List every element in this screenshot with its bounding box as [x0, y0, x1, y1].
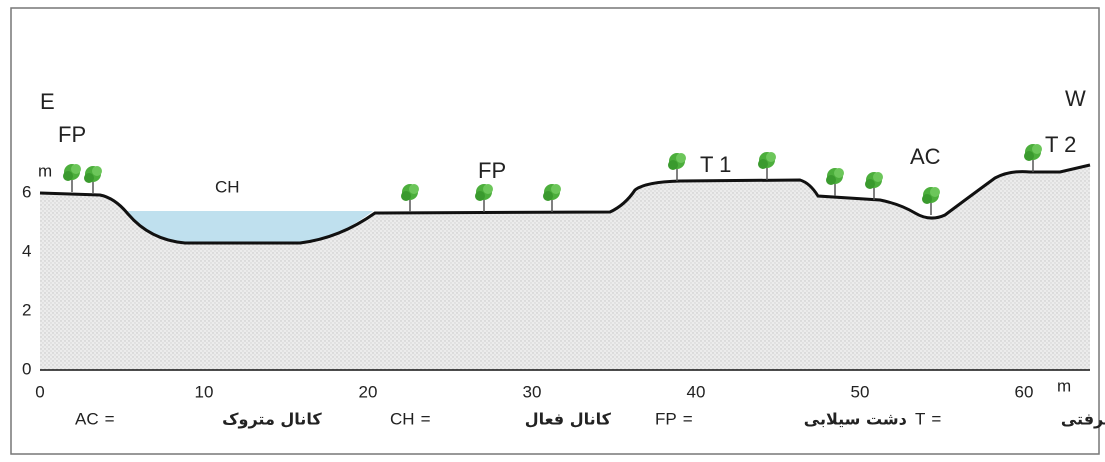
legend-meaning: پادگانه آبرفتی — [1061, 409, 1105, 430]
x-tick-label: 40 — [687, 382, 706, 401]
label-t2: T 2 — [1045, 132, 1076, 157]
y-unit: m — [38, 161, 52, 180]
x-tick-label: 60 — [1015, 382, 1034, 401]
x-tick-label: 10 — [195, 382, 214, 401]
label-west: W — [1065, 86, 1086, 111]
legend-equals: = — [683, 409, 693, 428]
legend-meaning: کانال متروک — [222, 410, 322, 429]
legend-meaning: دشت سیلابی — [804, 410, 907, 429]
legend-abbr: T — [915, 409, 925, 428]
label-t1: T 1 — [700, 152, 731, 177]
y-tick-label: 0 — [22, 359, 31, 378]
legend-meaning: کانال فعال — [525, 410, 612, 429]
water — [126, 211, 373, 243]
y-tick-label: 6 — [22, 182, 31, 201]
x-tick-label: 30 — [523, 382, 542, 401]
x-unit: m — [1057, 376, 1071, 395]
ground — [40, 165, 1090, 370]
label-ac: AC — [910, 144, 941, 169]
label-ch: CH — [215, 177, 240, 196]
legend-equals: = — [105, 409, 115, 428]
frame — [10, 7, 1100, 455]
legend-abbr: CH — [390, 409, 415, 428]
x-tick-label: 20 — [359, 382, 378, 401]
y-tick-label: 4 — [22, 241, 31, 260]
label-fp: FP — [58, 122, 86, 147]
legend-abbr: AC — [75, 409, 99, 428]
profile-line — [39, 163, 1091, 245]
legend-equals: = — [931, 409, 941, 428]
legend-equals: = — [421, 409, 431, 428]
label-fp: FP — [478, 158, 506, 183]
legend-abbr: FP — [655, 409, 677, 428]
label-east: E — [40, 89, 55, 114]
x-tick-label: 50 — [851, 382, 870, 401]
x-tick-label: 0 — [35, 382, 44, 401]
y-tick-label: 2 — [22, 300, 31, 319]
